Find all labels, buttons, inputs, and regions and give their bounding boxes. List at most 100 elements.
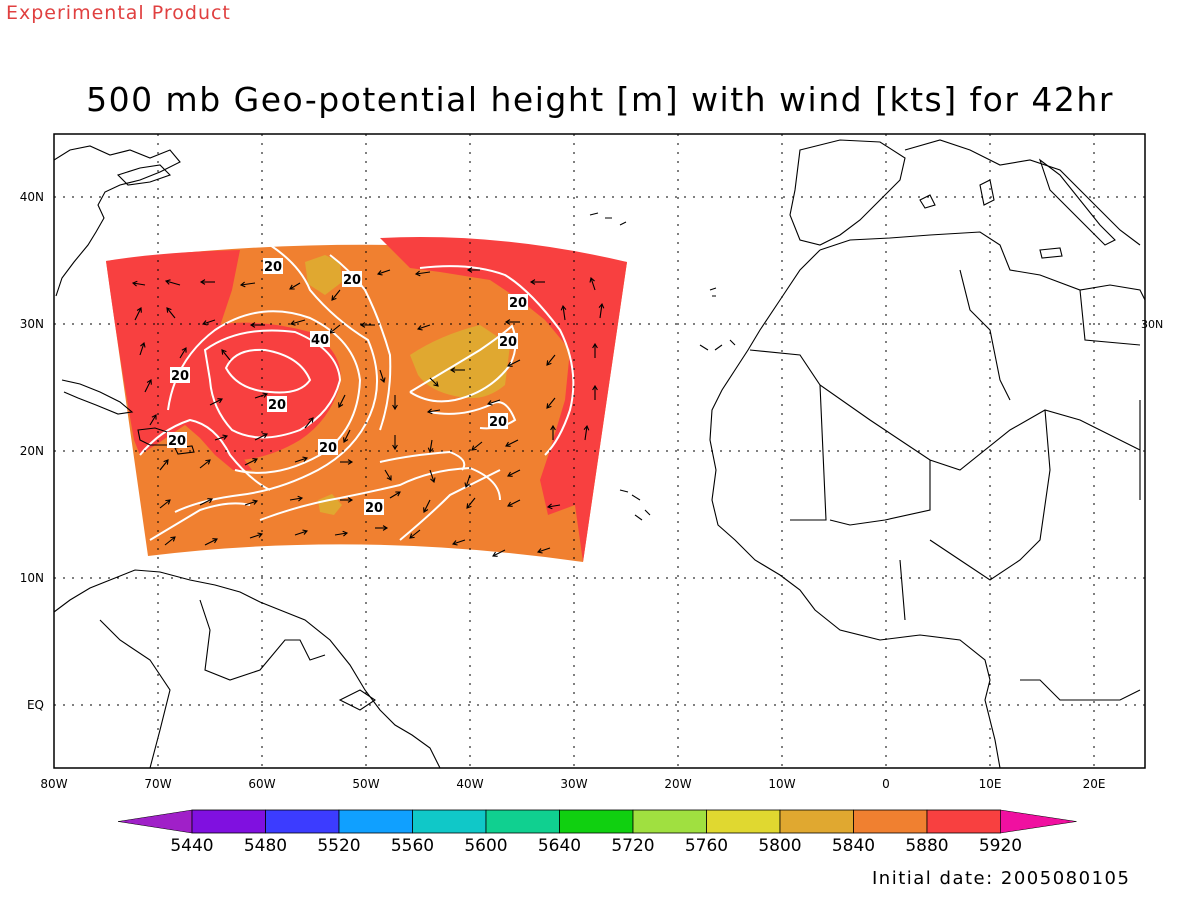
south-america-border-2 <box>199 599 326 681</box>
lat-tick-label-right: 30N <box>1141 318 1163 331</box>
wind-arrow-shaft <box>377 269 391 275</box>
colorbar-label: 5720 <box>611 836 654 856</box>
wind-arrow-head <box>433 381 439 387</box>
wind-arrow-head <box>409 533 415 539</box>
wind-arrow-shaft <box>343 429 351 443</box>
wind-arrow-shaft <box>427 409 441 413</box>
wind-arrow-shaft <box>159 499 171 509</box>
contour-label: 20 <box>319 441 337 456</box>
contour-label: 20 <box>365 501 383 516</box>
wind-arrow-head <box>262 433 268 439</box>
contour-label-box <box>342 271 362 287</box>
colorbar-label: 5440 <box>170 836 213 856</box>
wind-arrow-shaft <box>415 271 431 275</box>
wind-arrow-shaft <box>202 319 216 325</box>
wind-arrow-head <box>262 392 269 398</box>
wind-arrow-head <box>297 495 304 502</box>
initial-date: Initial date: 2005080105 <box>872 868 1131 889</box>
map-frame <box>53 133 1146 769</box>
mediterranean-islands <box>919 179 1063 259</box>
wind-arrow-head <box>170 536 176 542</box>
wind-arrow-shaft <box>465 474 471 488</box>
wind-arrow-shaft <box>429 439 433 453</box>
africa-borders <box>749 269 1141 701</box>
wind-arrow-head <box>380 377 386 384</box>
wind-arrow-shaft <box>164 536 176 546</box>
lat-tick-label: EQ <box>27 698 44 712</box>
wind-arrow-head <box>163 459 169 465</box>
wind-arrow-head <box>249 322 256 328</box>
wind-arrow-shaft <box>547 504 561 508</box>
coastlines <box>54 139 1145 768</box>
wind-arrow-head <box>342 530 349 537</box>
wind-arrow-head <box>486 400 493 406</box>
wind-arrow-head <box>386 475 392 481</box>
wind-arrow-shaft <box>507 469 521 477</box>
wind-arrow-head <box>212 538 218 544</box>
wind-arrow-shaft <box>389 491 401 499</box>
colorbar-swatch <box>412 809 487 834</box>
contour-label-box <box>263 258 283 274</box>
lon-tick-label: 40W <box>456 777 483 791</box>
wind-arrow-head <box>347 497 354 503</box>
wind-arrow-shaft <box>379 369 385 383</box>
wind-arrow-shaft <box>254 393 268 399</box>
wind-arrow-head <box>598 302 605 309</box>
wind-arrow-head <box>302 456 309 462</box>
wind-arrow-shaft <box>409 529 421 539</box>
contour-label: 20 <box>343 273 361 288</box>
wind-arrow-shaft <box>166 307 176 319</box>
wind-arrow-shaft <box>537 547 551 553</box>
wind-arrow-head <box>430 477 436 484</box>
wind-arrow-shaft <box>289 497 303 501</box>
iberia-coast <box>789 139 906 246</box>
colorbar-swatch <box>265 809 340 834</box>
wind-arrow-head <box>359 322 366 328</box>
wind-arrow-shaft <box>199 498 213 506</box>
wind-arrow-head <box>449 367 456 373</box>
wind-arrow-shaft <box>294 530 308 536</box>
cuba-coast <box>61 379 134 415</box>
wind-arrow-head <box>166 307 172 313</box>
contour-label-box <box>167 432 187 448</box>
colorbar-label: 5520 <box>317 836 360 856</box>
wind-arrow-shaft <box>452 539 466 545</box>
south-america-border-1 <box>99 619 171 768</box>
wind-arrow-head <box>464 482 470 489</box>
wind-arrow-head <box>414 270 421 277</box>
wind-arrow-head <box>392 404 398 411</box>
wind-arrow-shaft <box>466 497 476 509</box>
wind-arrow-head <box>546 360 552 366</box>
wind-arrow-shaft <box>254 433 268 441</box>
wind-arrow-head <box>257 532 264 538</box>
contour-label-box <box>498 333 518 349</box>
contour-label: 20 <box>171 369 189 384</box>
wind-arrow-head <box>205 459 211 465</box>
wind-arrow-head <box>504 319 511 325</box>
italy-peninsula <box>1038 158 1116 246</box>
colorbar-swatch <box>559 809 634 834</box>
wind-arrow-shaft <box>584 425 588 441</box>
wind-arrow-head <box>382 525 389 531</box>
contour-label: 20 <box>499 335 517 350</box>
wind-arrow-shaft <box>165 280 181 286</box>
wind-arrow-shaft <box>546 354 556 366</box>
wind-arrow-head <box>471 445 477 451</box>
nova-scotia-coast <box>116 164 172 186</box>
lon-tick-label: 70W <box>144 777 171 791</box>
lat-tick-label: 30N <box>20 317 44 331</box>
lon-tick-label: 0 <box>882 777 890 791</box>
wind-arrow-shaft <box>209 398 223 406</box>
wind-arrow-head <box>131 280 138 287</box>
wind-arrow-shaft <box>384 469 392 481</box>
wind-arrow-head <box>289 320 296 326</box>
lon-tick-label: 20W <box>664 777 691 791</box>
colorbar-label: 5640 <box>538 836 581 856</box>
amazon-delta-coast <box>338 689 376 711</box>
colorbar-label: 5880 <box>905 836 948 856</box>
colorbar-swatch <box>853 809 928 834</box>
wind-arrow-head <box>308 417 314 423</box>
colorbar-swatch <box>706 809 781 834</box>
wind-arrow-head <box>550 424 556 431</box>
